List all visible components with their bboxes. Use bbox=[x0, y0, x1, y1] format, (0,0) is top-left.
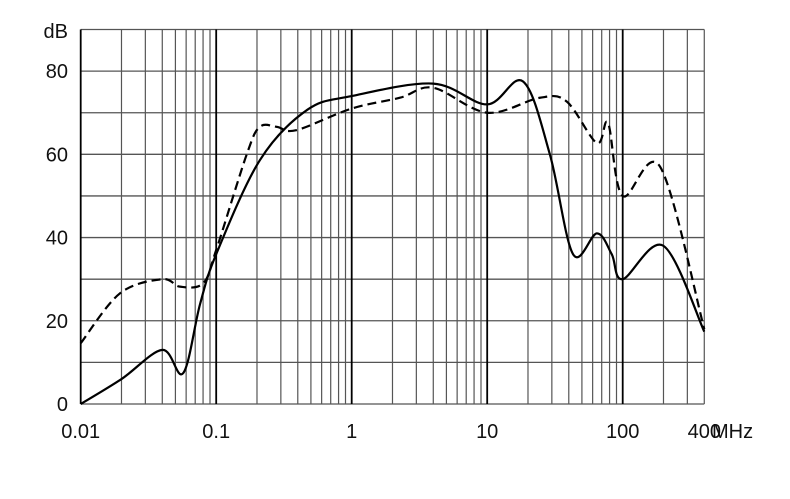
y-tick-label: 60 bbox=[46, 144, 68, 166]
grid bbox=[79, 28, 705, 405]
series-group bbox=[79, 78, 706, 405]
x-tick-label: 1 bbox=[346, 421, 357, 443]
x-tick-label: 0.1 bbox=[202, 421, 230, 443]
tick-labels: 0 20 40 60 80 0.01 0.1 1 10 100 400 bbox=[46, 61, 721, 443]
y-axis-label: dB bbox=[44, 21, 68, 43]
x-tick-label: 0.01 bbox=[61, 421, 100, 443]
y-tick-label: 20 bbox=[46, 311, 68, 333]
x-tick-label: 10 bbox=[476, 421, 498, 443]
x-tick-label: 400 bbox=[688, 421, 721, 443]
y-tick-label: 40 bbox=[46, 228, 68, 250]
y-tick-label: 80 bbox=[46, 61, 68, 83]
x-tick-label: 100 bbox=[606, 421, 639, 443]
x-axis-label: MHz bbox=[712, 421, 753, 443]
y-tick-label: 0 bbox=[57, 394, 68, 416]
series-line-solid bbox=[80, 78, 706, 405]
series-line-dashed bbox=[79, 86, 706, 344]
